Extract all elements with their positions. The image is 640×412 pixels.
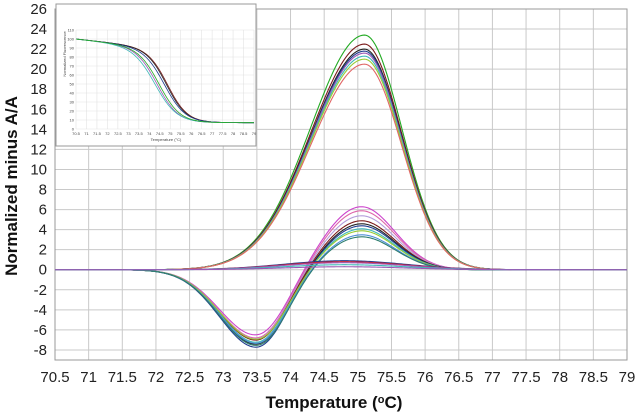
y-tick-label: 24 <box>30 21 47 38</box>
inset-y-tick-label: 50 <box>70 82 75 87</box>
inset-y-axis-title: Normalized Fluorescence <box>62 31 67 77</box>
x-tick-label: 76.5 <box>444 369 473 386</box>
y-tick-label: -6 <box>34 322 47 339</box>
x-tick-label: 74.5 <box>310 369 339 386</box>
inset-x-tick-label: 70.5 <box>72 131 81 136</box>
x-tick-label: 73.5 <box>242 369 271 386</box>
y-tick-label: -2 <box>34 282 47 299</box>
x-axis-title: Temperature (oC) <box>266 393 403 412</box>
x-tick-label: 76 <box>417 369 434 386</box>
x-tick-label: 72.5 <box>175 369 204 386</box>
inset-y-tick-label: 100 <box>67 37 74 42</box>
inset-y-tick-labels: 0 10 20 30 40 50 60 70 80 90 100 110 <box>67 28 74 132</box>
y-tick-label: -8 <box>34 342 47 359</box>
inset-series-line-6 <box>75 38 254 124</box>
y-axis-title: Normalized minus A/A <box>2 96 21 276</box>
y-tick-label: 12 <box>30 141 47 158</box>
x-tick-label: 71 <box>80 369 97 386</box>
x-tick-label: 77 <box>484 369 501 386</box>
series-lines <box>55 34 627 348</box>
y-tick-label: 10 <box>30 161 47 178</box>
x-tick-label: 79 <box>619 369 636 386</box>
x-tick-label: 72 <box>148 369 165 386</box>
inset-x-tick-label: 75 <box>168 131 173 136</box>
y-tick-label: 26 <box>30 1 47 18</box>
inset-x-tick-label: 71.5 <box>93 131 102 136</box>
x-tick-label: 78 <box>551 369 568 386</box>
inset-x-tick-labels: 70.5 71 71.5 72 72.5 73 73.5 74 74.5 75 75.5 76 76.5… <box>72 131 257 136</box>
x-tick-label: 77.5 <box>511 369 540 386</box>
x-tick-label: 73 <box>215 369 232 386</box>
inset-x-tick-label: 78.5 <box>240 131 249 136</box>
inset-x-axis-title: Temperature (°C) <box>151 137 182 142</box>
inset-series-lines <box>75 38 254 124</box>
inset-y-tick-label: 10 <box>70 118 75 123</box>
y-tick-label: 20 <box>30 61 47 78</box>
x-tick-label: 75.5 <box>377 369 406 386</box>
y-tick-label: 14 <box>30 121 47 138</box>
inset-y-tick-label: 90 <box>70 46 75 51</box>
inset-x-tick-label: 76.5 <box>198 131 207 136</box>
y-tick-label: 22 <box>30 41 47 58</box>
series-line-23 <box>55 266 627 271</box>
inset-y-tick-label: 70 <box>70 64 75 69</box>
inset-x-tick-label: 76 <box>189 131 194 136</box>
plot-frame <box>54 8 628 361</box>
inset-y-tick-label: 20 <box>70 109 75 114</box>
inset-x-tick-label: 72 <box>105 131 110 136</box>
x-tick-label: 74 <box>282 369 299 386</box>
inset-grid-lines <box>75 29 255 130</box>
y-tick-label: 2 <box>39 242 47 259</box>
x-tick-label: 75 <box>349 369 366 386</box>
inset-x-tick-label: 73.5 <box>135 131 144 136</box>
main-plot-area: 70.5 71 71.5 72 72.5 73 73.5 74 74.5 75 75.5 76 76.5… <box>30 1 635 386</box>
inset-y-tick-label: 30 <box>70 100 75 105</box>
inset-x-tick-label: 71 <box>84 131 89 136</box>
y-tick-label: 16 <box>30 101 47 118</box>
inset-x-tick-label: 77 <box>210 131 215 136</box>
inset-melt-curve-chart: 70.5 71 71.5 72 72.5 73 73.5 74 74.5 75 75.5 76 76.5… <box>55 3 257 147</box>
inset-y-tick-label: 110 <box>68 28 75 33</box>
inset-y-tick-label: 60 <box>70 73 75 78</box>
y-tick-label: 4 <box>39 222 47 239</box>
y-tick-label: 6 <box>39 202 47 219</box>
y-tick-label: 8 <box>39 182 47 199</box>
x-tick-label: 70.5 <box>40 369 69 386</box>
inset-x-tick-label: 74.5 <box>156 131 165 136</box>
y-tick-label: 0 <box>39 262 47 279</box>
inset-y-tick-label: 40 <box>70 91 75 96</box>
x-tick-label: 78.5 <box>579 369 608 386</box>
y-tick-label: 18 <box>30 81 47 98</box>
x-tick-labels: 70.5 71 71.5 72 72.5 73 73.5 74 74.5 75 75.5 76 76.5… <box>40 369 635 386</box>
inset-x-tick-label: 75.5 <box>177 131 186 136</box>
inset-x-tick-label: 74 <box>147 131 152 136</box>
y-tick-label: -4 <box>34 302 47 319</box>
x-tick-label: 71.5 <box>108 369 137 386</box>
inset-y-tick-label: 80 <box>70 55 75 60</box>
inset-x-tick-label: 73 <box>126 131 131 136</box>
inset-x-tick-label: 77.5 <box>219 131 228 136</box>
inset-x-tick-label: 78 <box>231 131 236 136</box>
inset-x-tick-label: 79 <box>252 131 257 136</box>
inset-x-tick-label: 72.5 <box>114 131 123 136</box>
inset-y-tick-label: 0 <box>72 127 75 132</box>
